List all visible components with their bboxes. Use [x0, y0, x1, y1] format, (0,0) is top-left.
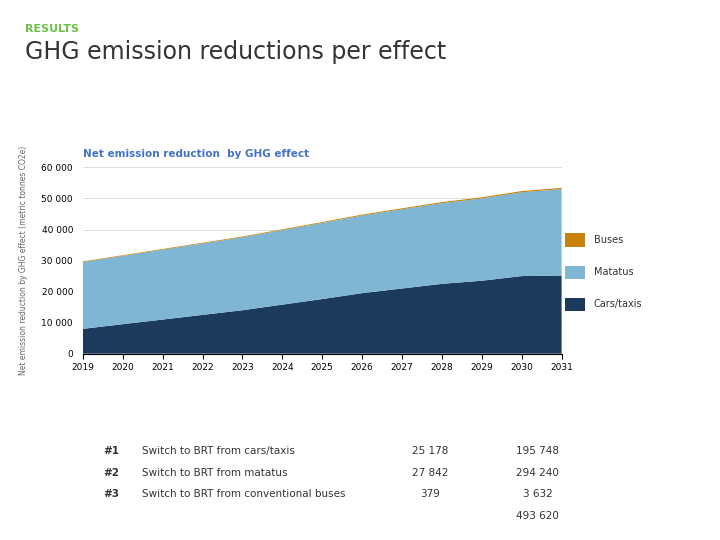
Text: GHG effect: GHG effect	[109, 403, 177, 414]
Text: Avoided emissions: Avoided emissions	[379, 403, 495, 414]
Text: #2: #2	[103, 468, 119, 477]
Text: Buses: Buses	[594, 235, 623, 245]
Text: Switch to BRT from conventional buses: Switch to BRT from conventional buses	[142, 489, 346, 499]
Text: 493 620: 493 620	[516, 511, 559, 521]
Text: 27 842: 27 842	[412, 468, 449, 477]
Bar	[565, 298, 585, 311]
Text: #3: #3	[103, 489, 119, 499]
Text: GHG emission reductions per effect: GHG emission reductions per effect	[25, 40, 446, 64]
Text: CITIES: CITIES	[629, 50, 666, 59]
Text: Cars/taxis: Cars/taxis	[594, 300, 642, 309]
Text: Matatus: Matatus	[594, 267, 634, 278]
Text: RESULTS: RESULTS	[25, 24, 79, 35]
Text: 195 748: 195 748	[516, 446, 559, 456]
Text: 294 240: 294 240	[516, 468, 559, 477]
Text: Cumulative: Cumulative	[495, 425, 557, 435]
Text: C40: C40	[629, 24, 667, 43]
Text: CARBON LEADERSHIP GROUP: CARBON LEADERSHIP GROUP	[619, 62, 676, 66]
Text: 25 178: 25 178	[412, 446, 449, 456]
Text: Net emission reduction  by GHG effect: Net emission reduction by GHG effect	[83, 149, 309, 159]
Text: Switch to BRT from cars/taxis: Switch to BRT from cars/taxis	[142, 446, 295, 456]
Y-axis label: Net emission reduction by GHG effect (metric tonnes CO2e): Net emission reduction by GHG effect (me…	[19, 146, 28, 375]
Text: Per annum (2030): Per annum (2030)	[352, 425, 451, 435]
Bar	[565, 266, 585, 279]
Text: 379: 379	[420, 489, 440, 499]
Text: #1: #1	[103, 446, 119, 456]
Text: Switch to BRT from matatus: Switch to BRT from matatus	[142, 468, 287, 477]
Bar	[565, 233, 585, 247]
Text: 3 632: 3 632	[523, 489, 553, 499]
